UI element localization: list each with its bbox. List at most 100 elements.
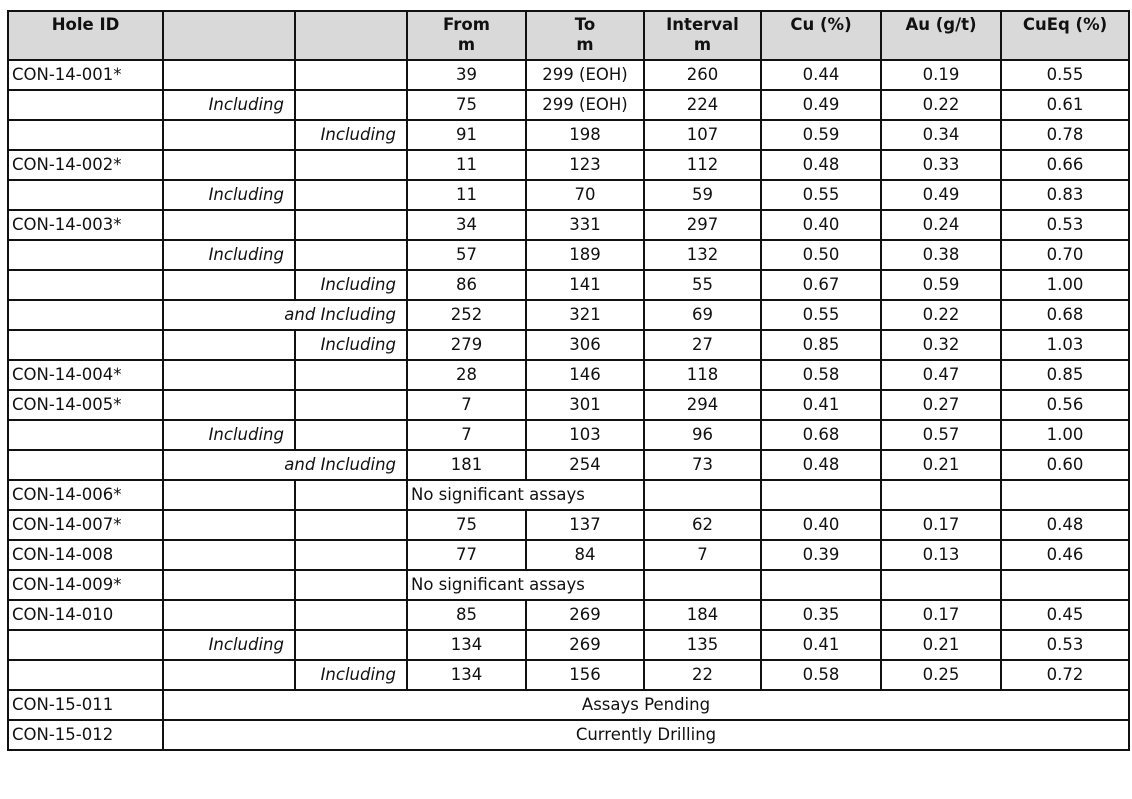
interval-cell: 260 (643, 59, 762, 91)
cueq-cell: 0.85 (1000, 359, 1130, 391)
cu-cell: 0.58 (760, 359, 882, 391)
note-cell: No significant assays (406, 569, 645, 601)
empty-au-cell (880, 569, 1002, 601)
au-cell: 0.13 (880, 539, 1002, 571)
cueq-cell: 0.53 (1000, 209, 1130, 241)
from-cell: 134 (406, 629, 527, 661)
hole-id-cell: CON-14-003* (7, 209, 164, 241)
from-cell: 75 (406, 509, 527, 541)
blank-cell (162, 659, 296, 691)
header-cu: Cu (%) (760, 10, 882, 61)
to-cell: 189 (525, 239, 645, 271)
interval-cell: 62 (643, 509, 762, 541)
hole-id-cell (7, 449, 164, 481)
au-cell: 0.17 (880, 599, 1002, 631)
to-cell: 269 (525, 599, 645, 631)
blank-cell (294, 629, 408, 661)
from-cell: 11 (406, 179, 527, 211)
blank-cell (294, 209, 408, 241)
cueq-cell: 0.46 (1000, 539, 1130, 571)
table-row: CON-14-004* 28 146 118 0.58 0.47 0.85 (7, 359, 1130, 391)
including-label-cell: and Including (162, 299, 408, 331)
to-cell: 299 (EOH) (525, 59, 645, 91)
from-cell: 7 (406, 419, 527, 451)
cueq-cell: 1.00 (1000, 269, 1130, 301)
from-cell: 57 (406, 239, 527, 271)
table-row: Including 134 269 135 0.41 0.21 0.53 (7, 629, 1130, 661)
to-cell: 137 (525, 509, 645, 541)
hole-id-cell (7, 329, 164, 361)
cu-cell: 0.50 (760, 239, 882, 271)
au-cell: 0.47 (880, 359, 1002, 391)
hole-id-cell: CON-14-007* (7, 509, 164, 541)
table-row: CON-14-010 85 269 184 0.35 0.17 0.45 (7, 599, 1130, 631)
au-cell: 0.27 (880, 389, 1002, 421)
table-row: CON-14-008 77 84 7 0.39 0.13 0.46 (7, 539, 1130, 571)
hole-id-cell: CON-15-011 (7, 689, 164, 721)
to-cell: 269 (525, 629, 645, 661)
hole-id-cell: CON-15-012 (7, 719, 164, 751)
cueq-cell: 0.68 (1000, 299, 1130, 331)
table-row: CON-14-003* 34 331 297 0.40 0.24 0.53 (7, 209, 1130, 241)
to-cell: 70 (525, 179, 645, 211)
to-cell: 301 (525, 389, 645, 421)
cueq-cell: 0.55 (1000, 59, 1130, 91)
header-blank-2 (294, 10, 408, 61)
blank-cell (162, 509, 296, 541)
header-interval: Interval m (643, 10, 762, 61)
interval-cell: 22 (643, 659, 762, 691)
cu-cell: 0.44 (760, 59, 882, 91)
from-cell: 77 (406, 539, 527, 571)
blank-cell (294, 539, 408, 571)
interval-cell: 107 (643, 119, 762, 151)
header-blank-1 (162, 10, 296, 61)
cu-cell: 0.41 (760, 629, 882, 661)
interval-cell: 7 (643, 539, 762, 571)
au-cell: 0.34 (880, 119, 1002, 151)
table-row: Including 91 198 107 0.59 0.34 0.78 (7, 119, 1130, 151)
blank-cell (162, 149, 296, 181)
hole-id-cell: CON-14-002* (7, 149, 164, 181)
to-cell: 103 (525, 419, 645, 451)
header-au: Au (g/t) (880, 10, 1002, 61)
table-row: and Including 252 321 69 0.55 0.22 0.68 (7, 299, 1130, 331)
header-hole-id: Hole ID (7, 10, 164, 61)
to-cell: 84 (525, 539, 645, 571)
blank-cell (294, 149, 408, 181)
table-body: CON-14-001* 39 299 (EOH) 260 0.44 0.19 0.55 Inc… (7, 59, 1130, 751)
empty-interval-cell (643, 569, 762, 601)
blank-cell (162, 389, 296, 421)
interval-cell: 73 (643, 449, 762, 481)
table-row: CON-15-012 Currently Drilling (7, 719, 1130, 751)
table-row: Including 57 189 132 0.50 0.38 0.70 (7, 239, 1130, 271)
interval-cell: 224 (643, 89, 762, 121)
empty-cu-cell (760, 479, 882, 511)
au-cell: 0.21 (880, 629, 1002, 661)
header-to-label: To (574, 15, 596, 34)
hole-id-cell (7, 89, 164, 121)
empty-cueq-cell (1000, 479, 1130, 511)
header-to-unit: m (576, 35, 594, 54)
to-cell: 254 (525, 449, 645, 481)
note-cell: No significant assays (406, 479, 645, 511)
to-cell: 299 (EOH) (525, 89, 645, 121)
cu-cell: 0.48 (760, 149, 882, 181)
drill-results-table: Hole ID From m To m Interval m Cu (%) Au (g… (7, 10, 1130, 751)
cu-cell: 0.49 (760, 89, 882, 121)
from-cell: 39 (406, 59, 527, 91)
blank-cell (294, 389, 408, 421)
including-label-cell: Including (162, 179, 296, 211)
table-row: Including 11 70 59 0.55 0.49 0.83 (7, 179, 1130, 211)
including-label-cell: Including (294, 119, 408, 151)
hole-id-cell: CON-14-008 (7, 539, 164, 571)
table-row: and Including 181 254 73 0.48 0.21 0.60 (7, 449, 1130, 481)
blank-cell (294, 89, 408, 121)
interval-cell: 184 (643, 599, 762, 631)
hole-id-cell (7, 299, 164, 331)
table-row: Including 75 299 (EOH) 224 0.49 0.22 0.61 (7, 89, 1130, 121)
cueq-cell: 0.45 (1000, 599, 1130, 631)
including-label-cell: Including (162, 629, 296, 661)
interval-cell: 132 (643, 239, 762, 271)
au-cell: 0.33 (880, 149, 1002, 181)
including-label-cell: Including (294, 659, 408, 691)
